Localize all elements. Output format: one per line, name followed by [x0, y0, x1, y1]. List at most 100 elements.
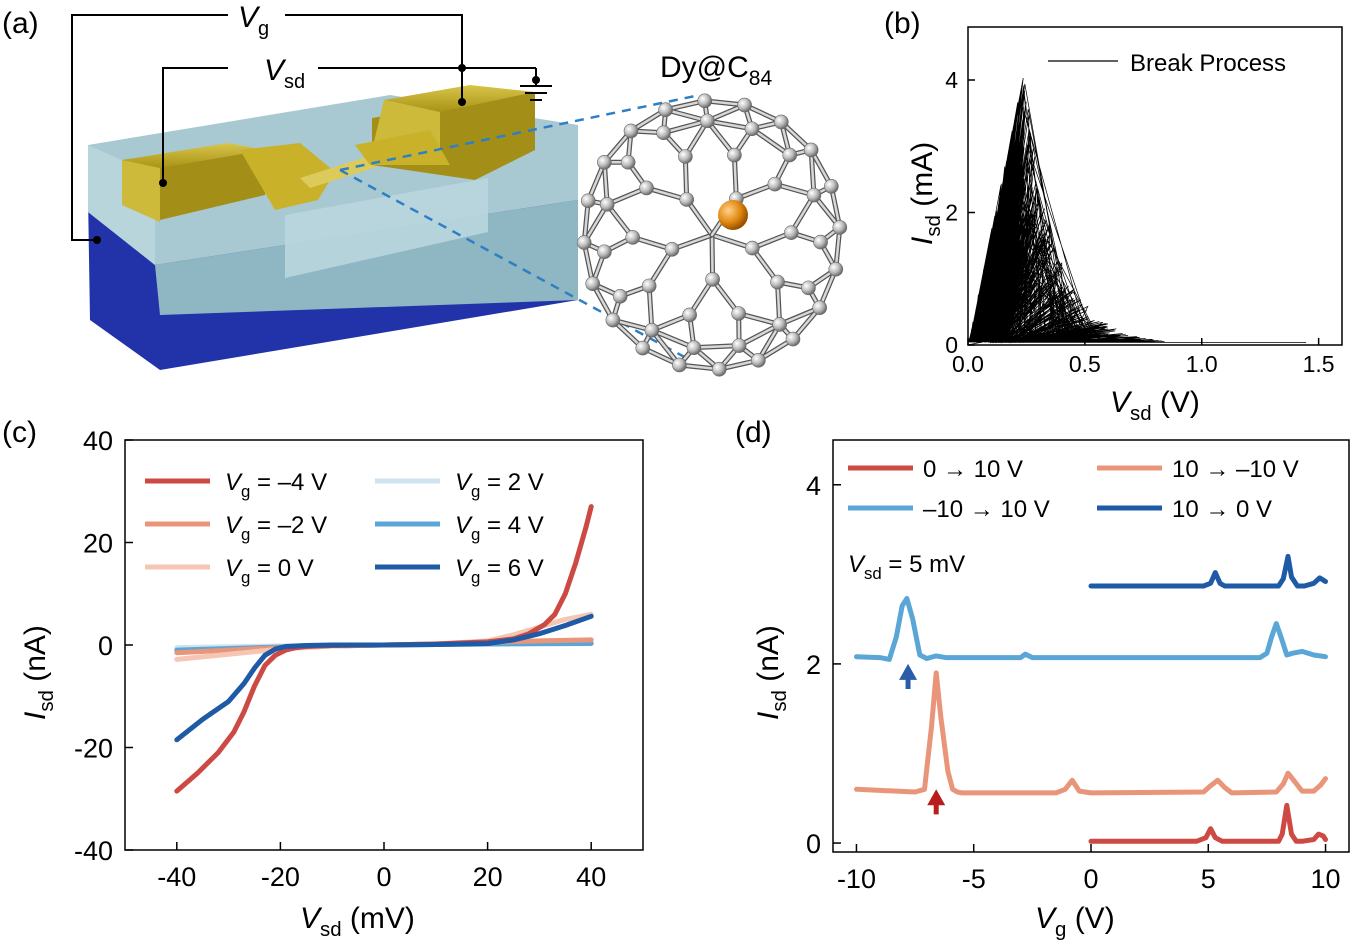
- panel-a: (a): [2, 1, 848, 377]
- cage-bond-highlight: [692, 344, 741, 349]
- x-axis-label-sub: g: [1055, 919, 1066, 941]
- legend-label: Vg = 4 V: [455, 512, 544, 544]
- node-right-pad: [458, 98, 466, 106]
- annotation-arrow-head: [899, 663, 918, 680]
- carbon-atom: [686, 340, 702, 355]
- plot-frame: [967, 26, 1343, 346]
- panel-a-label: (a): [2, 7, 39, 40]
- x-tick-label: 0: [1083, 864, 1098, 894]
- panel-d-label: (d): [735, 416, 772, 449]
- legend-label: Vg = –4 V: [225, 469, 327, 501]
- carbon-atom: [731, 306, 746, 321]
- x-tick-label: 0: [376, 862, 391, 892]
- carbon-atom: [678, 149, 693, 164]
- panel-c-label: (c): [2, 416, 37, 449]
- vsd-annotation: Vsd = 5 mV: [848, 551, 965, 583]
- legend-label-sub: g: [241, 525, 250, 544]
- series-line: [1088, 802, 1328, 844]
- y-tick-label: 2: [945, 200, 958, 226]
- carbon-atom: [782, 147, 797, 163]
- carbon-atom: [664, 242, 680, 257]
- x-tick-label: 20: [473, 862, 503, 892]
- legend-label: Vg = 0 V: [225, 555, 314, 587]
- x-tick-label: 0.0: [952, 351, 984, 377]
- cage-bond-highlight: [650, 328, 696, 349]
- legend-label-sub: g: [241, 482, 250, 501]
- cage-bond-highlight: [647, 284, 654, 332]
- vg-label: Vg: [238, 1, 269, 40]
- legend-label: 0 → 10 V: [923, 456, 1023, 483]
- carbon-atom: [599, 197, 615, 212]
- vsd-annotation-sub: sd: [864, 564, 882, 583]
- legend-label-sub: g: [471, 525, 480, 544]
- carbon-atom: [731, 338, 747, 353]
- x-axis-label-sub: sd: [1130, 403, 1152, 425]
- cage-bond-highlight: [650, 328, 681, 367]
- zoom-line-bottom: [339, 168, 691, 362]
- series-line: [1088, 553, 1328, 589]
- carbon-atom: [832, 220, 848, 235]
- y-tick-label: 40: [83, 426, 113, 456]
- x-tick-label: 10: [1311, 864, 1341, 894]
- legend-label: 10 → 0 V: [1172, 496, 1272, 523]
- zoom-line-top: [339, 93, 701, 172]
- cage-bond-highlight: [809, 148, 816, 197]
- node-ground: [532, 76, 540, 84]
- y-axis-label: Isd (nA): [19, 625, 58, 720]
- vsd-annotation-rest: = 5 mV: [882, 551, 965, 578]
- cage-bond-highlight: [737, 323, 781, 347]
- x-tick-label: -20: [261, 862, 300, 892]
- carbon-atom: [767, 176, 783, 192]
- chart-d: -10 -5 0 5 10 0 2 4 Vg (V) Isd (nA) 0 → 10 V –10 → …: [752, 439, 1350, 941]
- left-pad-front: [122, 160, 160, 222]
- gold-electrodes: [122, 85, 535, 222]
- panel-c: (c) -40 -20 0 20 40 -40 -20 0 20 40 Vsd (mV) Isd (n…: [2, 416, 644, 941]
- y-tick-label: 4: [945, 67, 958, 93]
- legend-label-main: V: [225, 512, 243, 539]
- carbon-atom: [639, 180, 654, 196]
- series-line: [854, 670, 1328, 796]
- y-tick-label: 0: [945, 332, 958, 358]
- legend-label-main: V: [225, 555, 243, 582]
- y-tick-label: 0: [98, 631, 113, 661]
- series-line: [174, 613, 594, 743]
- carbon-atom: [813, 234, 828, 250]
- legend-label-rest: = –4 V: [250, 469, 327, 496]
- x-axis-label-rest: (V): [1066, 902, 1114, 935]
- y-axis-label-sub: sd: [769, 690, 791, 712]
- y-tick-label: 2: [806, 650, 821, 680]
- carbon-atom: [679, 192, 694, 207]
- y-tick-label: -20: [74, 734, 113, 764]
- y-axis-label-sub: sd: [923, 215, 945, 237]
- x-tick-label: 1.5: [1303, 351, 1335, 377]
- legend-label-main: V: [455, 469, 473, 496]
- cage-bond-highlight: [582, 203, 609, 244]
- legend-label-rest: = 2 V: [480, 469, 543, 496]
- carbon-atom: [625, 230, 640, 245]
- molecule-label: Dy@C84: [660, 51, 772, 90]
- carbon-atom: [801, 280, 816, 296]
- y-axis-label-rest: (nA): [752, 625, 785, 690]
- chart-b: 0.0 0.5 1.0 1.5 0 2 4 Vsd (V) Isd (mA) Break Proc…: [906, 26, 1343, 425]
- cage-bond-highlight: [750, 127, 791, 157]
- carbon-atom: [623, 123, 639, 139]
- legend-label: Break Process: [1130, 50, 1286, 77]
- x-axis-label-main: V: [1035, 902, 1058, 935]
- vg-wire-right: [285, 14, 463, 102]
- vsd-label: Vsd: [264, 54, 305, 93]
- carbon-atom: [697, 93, 713, 109]
- left-lead: [240, 143, 335, 210]
- carbon-atom: [772, 317, 787, 332]
- legend-label-main: V: [455, 555, 473, 582]
- carbon-atom: [785, 331, 801, 347]
- vsd-annotation-main: V: [848, 551, 866, 578]
- carbon-atom: [620, 154, 636, 170]
- dy-atom: [718, 200, 748, 230]
- carbon-atom: [682, 307, 697, 323]
- break-process-trace: [967, 77, 1307, 346]
- carbon-atom: [727, 147, 742, 163]
- carbon-atom: [641, 278, 657, 294]
- legend-label-rest: = 6 V: [480, 555, 543, 582]
- node-junction-top: [458, 64, 466, 72]
- y-axis-label-main: I: [752, 712, 785, 720]
